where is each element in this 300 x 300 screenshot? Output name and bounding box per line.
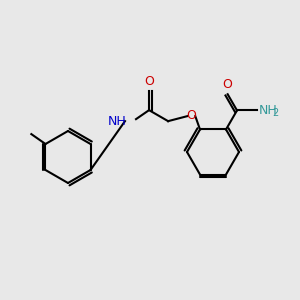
Text: O: O	[223, 78, 232, 91]
Text: O: O	[144, 75, 154, 88]
Text: 2: 2	[272, 108, 278, 118]
Text: O: O	[186, 109, 196, 122]
Text: NH: NH	[108, 115, 127, 128]
Text: NH: NH	[259, 104, 278, 117]
